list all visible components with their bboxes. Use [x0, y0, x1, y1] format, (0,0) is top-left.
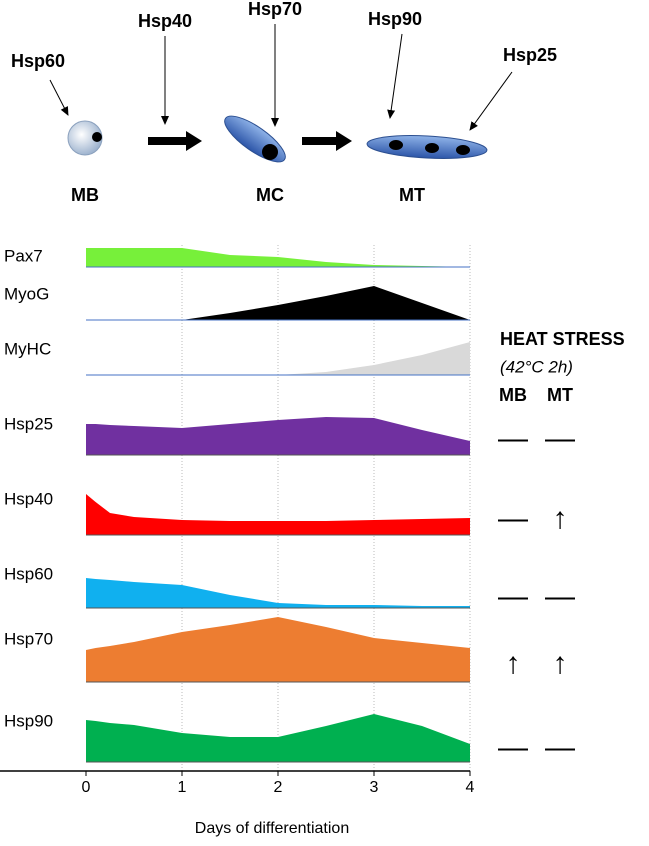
- nucleus: [456, 145, 470, 155]
- stress-response: —: [545, 580, 575, 613]
- x-tick-label: 4: [466, 779, 475, 796]
- protein-label: Hsp40: [138, 11, 192, 31]
- heat-stress-subtitle: (42°C 2h): [500, 357, 573, 376]
- stress-response: —: [498, 731, 528, 764]
- x-tick-label: 0: [82, 779, 91, 796]
- pointer: [387, 33, 403, 119]
- stress-response: —: [498, 502, 528, 535]
- protein-label: Hsp90: [368, 9, 422, 29]
- myocyte: [224, 115, 286, 163]
- x-tick-label: 1: [178, 779, 187, 796]
- heat-stress-title: HEAT STRESS: [500, 329, 625, 349]
- area: [86, 417, 470, 455]
- protein-label: Hsp25: [503, 45, 557, 65]
- x-tick-label: 3: [370, 779, 379, 796]
- track-label: Hsp40: [4, 489, 53, 508]
- nucleus: [262, 144, 278, 160]
- stage-label: MT: [399, 185, 425, 205]
- area: [86, 714, 470, 762]
- area: [86, 286, 470, 320]
- track-label: Hsp60: [4, 564, 53, 583]
- track-label: Pax7: [4, 246, 43, 265]
- myoblast: [67, 120, 103, 156]
- track-label: MyoG: [4, 284, 49, 303]
- pointer: [469, 71, 513, 131]
- track-label: Hsp70: [4, 629, 53, 648]
- area: [86, 578, 470, 608]
- stress-response: —: [545, 731, 575, 764]
- stress-response: —: [498, 422, 528, 455]
- track-label: Hsp90: [4, 711, 53, 730]
- diagram: Hsp60 Hsp40 Hsp70 Hsp90 Hsp25 MB MC MT: [11, 0, 557, 205]
- stress-response: ↑: [553, 502, 568, 535]
- arrow-head: [336, 131, 352, 151]
- area: [86, 248, 470, 267]
- nucleus: [425, 143, 439, 153]
- protein-label: Hsp70: [248, 0, 302, 19]
- track-label: Hsp25: [4, 414, 53, 433]
- track-label: MyHC: [4, 339, 51, 358]
- area: [86, 342, 470, 375]
- nucleus: [92, 132, 102, 142]
- protein-label: Hsp60: [11, 51, 65, 71]
- x-axis-label: Days of differentiation: [195, 820, 349, 837]
- stage-label: MC: [256, 185, 284, 205]
- stress-response: —: [498, 580, 528, 613]
- arrow-head: [186, 131, 202, 151]
- stress-response: ↑: [553, 647, 568, 680]
- stage-label: MB: [71, 185, 99, 205]
- pointer: [49, 79, 69, 116]
- column-label: MT: [547, 385, 573, 405]
- area: [86, 617, 470, 682]
- stress-response: —: [545, 422, 575, 455]
- nucleus: [389, 140, 403, 150]
- area: [86, 494, 470, 535]
- x-tick-label: 2: [274, 779, 283, 796]
- column-label: MB: [499, 385, 527, 405]
- stress-response: ↑: [506, 647, 521, 680]
